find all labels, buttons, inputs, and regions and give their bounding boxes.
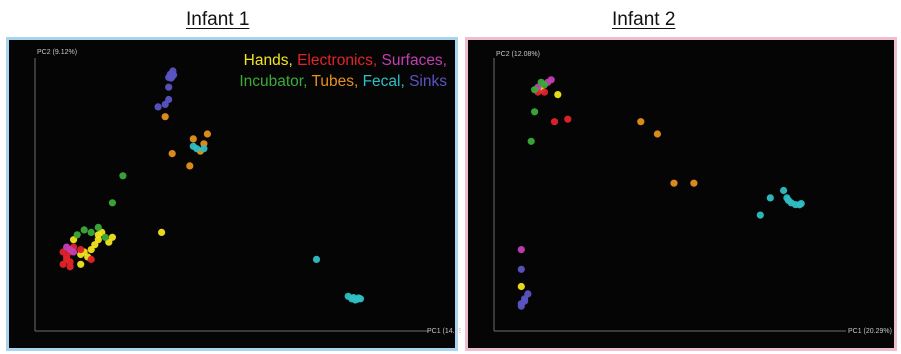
data-point-surfaces	[517, 246, 525, 254]
data-point-fecal	[193, 145, 201, 153]
plot-panel-infant-1: PC2 (9.12%) PC1 (14.89%) Hands, Electroni…	[6, 37, 461, 351]
panel-title-infant-2: Infant 2	[612, 9, 676, 30]
data-point-electronics	[66, 263, 74, 271]
data-point-tubes	[186, 162, 194, 170]
data-point-fecal	[780, 186, 788, 195]
data-point-hands	[108, 233, 116, 241]
scatter-plot-infant-1: PC2 (9.12%) PC1 (14.89%)	[34, 49, 461, 335]
data-point-surfaces	[547, 76, 555, 84]
data-point-incubator	[119, 172, 127, 180]
data-point-hands	[517, 282, 525, 291]
data-point-sinks	[524, 290, 532, 298]
data-point-hands	[554, 91, 562, 99]
data-point-tubes	[189, 135, 197, 143]
data-point-incubator	[73, 231, 81, 239]
data-point-tubes	[690, 179, 698, 187]
scatter-plot-infant-2: PC2 (12.08%) PC1 (20.29%)	[493, 51, 892, 335]
data-point-incubator	[531, 86, 539, 94]
data-point-sinks	[517, 265, 525, 273]
data-point-incubator	[94, 223, 102, 231]
legend-line1-surfaces: Surfaces,	[381, 52, 447, 69]
data-point-sinks	[167, 74, 175, 82]
data-point-fecal	[312, 255, 321, 263]
data-point-hands	[77, 260, 85, 268]
data-point-sinks	[521, 297, 529, 305]
data-point-fecal	[200, 145, 208, 153]
data-point-sinks	[161, 100, 169, 108]
legend-line2-fecal: Fecal,	[362, 73, 405, 90]
data-point-tubes	[161, 113, 169, 121]
data-point-tubes	[653, 130, 661, 138]
legend-line1-electronics: Electronics,	[297, 52, 378, 69]
data-point-fecal	[356, 295, 365, 303]
data-point-electronics	[564, 115, 572, 123]
data-point-hands	[158, 228, 166, 236]
data-point-surfaces	[70, 248, 78, 256]
data-point-incubator	[108, 199, 116, 207]
data-point-electronics	[550, 118, 559, 126]
legend: Hands, Electronics, Surfaces, Incubator,…	[239, 50, 447, 92]
data-point-tubes	[203, 130, 211, 138]
plot-panel-infant-2: PC2 (12.08%) PC1 (20.29%)	[465, 37, 897, 351]
data-point-fecal	[797, 200, 805, 208]
y-axis-label: PC2 (9.12%)	[37, 49, 77, 56]
data-point-sinks	[165, 83, 173, 91]
legend-line2-sinks: Sinks	[409, 73, 447, 90]
data-point-electronics	[87, 255, 95, 263]
legend-line2-incubator: Incubator,	[239, 73, 308, 90]
data-point-tubes	[168, 150, 176, 158]
data-point-incubator	[101, 233, 109, 241]
data-point-tubes	[637, 118, 645, 126]
data-point-incubator	[531, 108, 539, 116]
data-point-electronics	[540, 88, 549, 96]
x-axis-label: PC1 (20.29%)	[848, 328, 892, 335]
data-point-electronics	[63, 255, 71, 263]
legend-line-2: Incubator, Tubes, Fecal, Sinks	[239, 71, 447, 92]
data-point-incubator	[527, 137, 535, 145]
panel-title-infant-1: Infant 1	[186, 9, 250, 30]
data-point-incubator	[87, 228, 95, 236]
y-axis-label: PC2 (12.08%)	[496, 51, 540, 58]
data-point-tubes	[670, 179, 678, 187]
data-point-incubator	[540, 81, 549, 89]
x-axis-label: PC1 (14.89%)	[427, 328, 461, 335]
data-point-incubator	[80, 226, 88, 234]
data-point-fecal	[756, 211, 764, 219]
data-point-electronics	[77, 246, 85, 254]
data-point-sinks	[154, 103, 162, 111]
legend-line2-tubes: Tubes,	[311, 73, 359, 90]
data-point-hands	[91, 241, 99, 249]
legend-line-1: Hands, Electronics, Surfaces,	[239, 50, 447, 71]
legend-line1-hands: Hands,	[243, 52, 293, 69]
data-point-fecal	[766, 194, 774, 202]
